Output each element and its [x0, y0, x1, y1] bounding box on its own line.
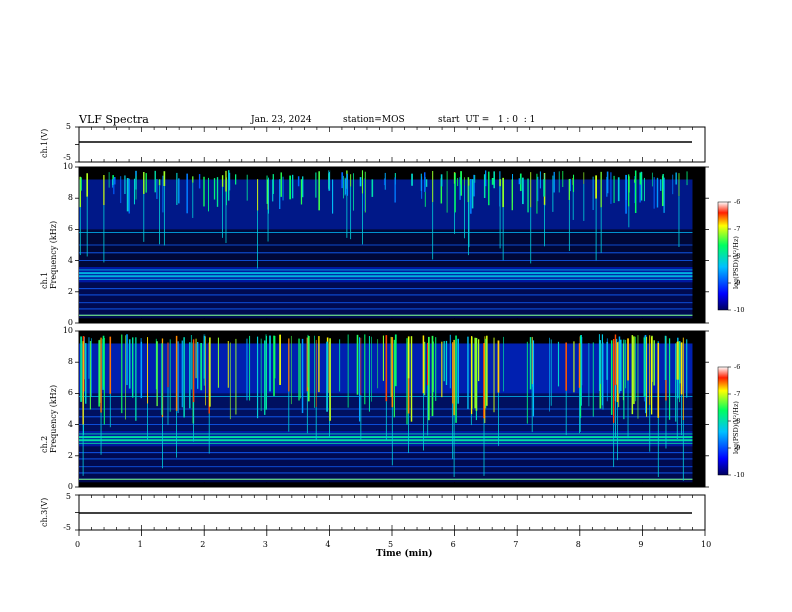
ch1-voltage-axis-label: ch.1(V)	[40, 128, 49, 158]
ch3-voltage-axis-label: ch.3(V)	[40, 497, 49, 527]
y-tick-label: 5	[65, 122, 71, 131]
colorbar-tick-label: -6	[734, 363, 741, 371]
start-ut-label: start UT = 1 : 0 : 1	[438, 115, 536, 125]
y-tick-label: 0	[67, 482, 73, 491]
y-tick-label: 8	[67, 357, 73, 367]
y-tick-label: -5	[63, 153, 71, 162]
colorbar-tick-label: -6	[734, 198, 741, 206]
colorbar-tick-label: -10	[734, 471, 745, 479]
colorbar-tick-label: -9	[734, 279, 741, 287]
ch2-colorbar	[717, 366, 729, 476]
colorbar-tick-label: -7	[734, 390, 741, 398]
colorbar-tick-label: -10	[734, 306, 745, 314]
x-tick-label: 5	[388, 540, 394, 549]
y-tick-label: 6	[67, 224, 73, 234]
ch1-waveform-frame	[78, 126, 706, 163]
y-tick-label: 5	[65, 492, 71, 501]
x-tick-label: 10	[701, 540, 712, 549]
x-tick-label: 3	[262, 540, 268, 549]
noise-band	[79, 229, 693, 267]
axis-ticks	[75, 126, 731, 536]
noise-band	[79, 430, 693, 447]
x-tick-label: 7	[513, 540, 519, 549]
y-tick-label: 10	[62, 162, 73, 171]
noise-band	[79, 179, 693, 230]
date-label: Jan. 23, 2024	[251, 115, 312, 125]
colorbar-tick-label: -8	[734, 252, 741, 260]
y-tick-label: 10	[62, 326, 73, 335]
noise-band	[79, 282, 693, 319]
y-tick-label: 4	[67, 419, 73, 429]
y-tick-label: 6	[67, 388, 73, 398]
chart-title: VLF Spectra	[79, 113, 149, 126]
ch2-frequency-axis-label: ch.2 Frequency (kHz)	[40, 384, 58, 453]
y-tick-label: -5	[63, 523, 71, 532]
station-label: station=MOS	[343, 115, 405, 125]
ch2-spectrogram	[79, 334, 693, 483]
y-tick-label: 0	[67, 318, 73, 327]
noise-band	[79, 446, 693, 483]
colorbar-tick-label: -8	[734, 417, 741, 425]
y-tick-label: 8	[67, 193, 73, 203]
y-tick-label: 2	[67, 286, 73, 296]
ch1-frequency-axis-label: ch.1 Frequency (kHz)	[40, 220, 58, 289]
x-tick-label: 1	[137, 540, 143, 549]
x-tick-label: 6	[450, 540, 456, 549]
x-axis-label: Time (min)	[376, 549, 433, 559]
colorbar-tick-label: -9	[734, 444, 741, 452]
noise-band	[79, 266, 693, 283]
x-tick-label: 0	[75, 540, 81, 549]
x-tick-label: 8	[575, 540, 581, 549]
ch1-spectrogram	[79, 170, 693, 319]
y-tick-label: 4	[67, 255, 73, 265]
colorbar-tick-label: -7	[734, 225, 741, 233]
x-tick-label: 2	[200, 540, 206, 549]
x-tick-label: 4	[325, 540, 331, 549]
x-tick-label: 9	[638, 540, 644, 549]
y-tick-label: 2	[67, 450, 73, 460]
ch1-colorbar	[717, 201, 729, 311]
